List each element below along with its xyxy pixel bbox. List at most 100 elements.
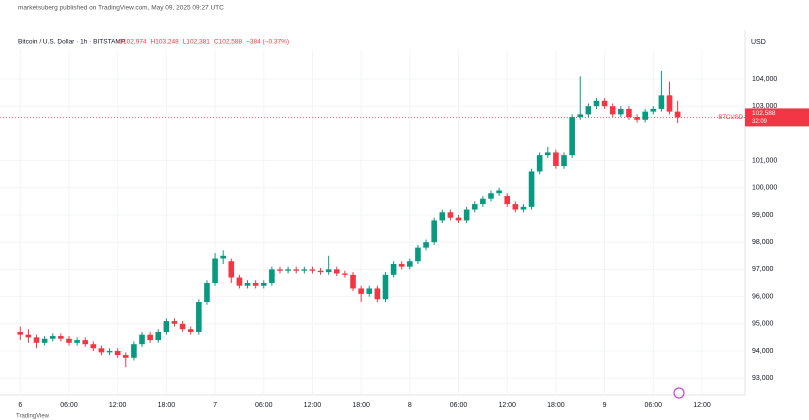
candle-body — [309, 269, 316, 271]
candle-body — [139, 334, 145, 345]
candle-body — [666, 95, 673, 112]
candle-body — [374, 288, 381, 300]
candle-body — [187, 329, 194, 332]
candle-body — [82, 340, 89, 345]
candle-body — [358, 288, 364, 294]
candle-body — [626, 108, 632, 118]
candle-body — [601, 100, 608, 107]
candle-body — [390, 263, 397, 275]
candle-body — [618, 108, 624, 115]
x-tick-label: 06:00 — [60, 402, 78, 409]
candle-body — [634, 117, 640, 120]
candle-body — [577, 114, 584, 118]
y-tick-label: 93,000 — [752, 375, 774, 382]
candle-body — [155, 331, 162, 341]
x-tick-label: 6 — [18, 402, 22, 409]
candle-body — [163, 321, 170, 332]
currency-label: USD — [751, 39, 766, 46]
brand-logo: TradingView — [16, 414, 50, 420]
candle-body — [277, 269, 283, 271]
symbol-title: Bitcoin / U.S. Dollar · 1h · BITSTAMP — [18, 39, 125, 46]
candle-body — [236, 277, 243, 286]
candle-body — [285, 269, 291, 271]
candle-body — [561, 155, 567, 167]
y-tick-label: 96,000 — [752, 293, 774, 300]
candle-body — [423, 242, 429, 248]
candle-body — [658, 95, 665, 109]
ohlc-readout: O102,974 H103,248 L102,381 C102,588 −384 (−0… — [118, 39, 289, 46]
candle-body — [415, 247, 421, 262]
candle-body — [480, 198, 486, 205]
candle-body — [544, 152, 551, 156]
x-tick-label: 12:00 — [304, 402, 322, 409]
x-tick-label: 06:00 — [255, 402, 273, 409]
y-tick-label: 103,000 — [752, 103, 777, 110]
candle-body — [114, 350, 121, 356]
ohlc-value: O102,974 — [118, 39, 147, 46]
symbol-tag: BTCUSD — [718, 115, 743, 121]
candle-body — [569, 117, 575, 156]
candle-body — [553, 152, 559, 167]
candle-body — [244, 282, 251, 286]
candle-body — [642, 111, 648, 120]
y-tick-label: 101,000 — [752, 157, 777, 164]
candle-body — [49, 336, 56, 339]
candle-body — [171, 321, 178, 324]
candle-body — [431, 220, 437, 243]
price-tag — [745, 108, 809, 127]
candle-body — [106, 350, 113, 353]
candle-body — [455, 217, 462, 221]
candle-body — [66, 338, 72, 343]
candle-body — [439, 212, 446, 221]
candle-body — [269, 269, 275, 283]
candle-body — [293, 269, 300, 271]
x-tick-label: 06:00 — [450, 402, 468, 409]
candle-body — [317, 270, 324, 273]
candle-body — [220, 255, 226, 259]
candle-body — [520, 206, 527, 210]
y-tick-label: 97,000 — [752, 266, 774, 273]
candle-body — [366, 288, 373, 294]
candle-body — [504, 195, 511, 205]
candle-body — [252, 282, 259, 286]
candle-body — [301, 269, 308, 271]
candle-body — [350, 274, 356, 289]
candle-body — [325, 269, 332, 273]
candle-body — [17, 331, 24, 335]
ohlc-value: H103,248 — [151, 39, 180, 46]
y-tick-label: 98,000 — [752, 239, 774, 246]
candle-body — [196, 302, 202, 332]
x-tick-label: 7 — [213, 402, 217, 409]
candle-body — [382, 274, 389, 300]
candle-body — [204, 282, 210, 303]
candle-body — [147, 334, 153, 341]
candle-body — [58, 336, 64, 339]
x-tick-label: 12:00 — [693, 402, 711, 409]
candle-body — [228, 261, 235, 278]
candle-body — [528, 171, 535, 207]
candle-body — [536, 155, 543, 172]
replay-icon[interactable] — [673, 387, 685, 399]
candle-body — [179, 323, 186, 330]
candle-body — [447, 212, 454, 218]
x-tick-label: 18:00 — [158, 402, 176, 409]
candle-body — [407, 261, 413, 267]
candle-body — [25, 334, 32, 338]
ohlc-value: L102,381 — [183, 39, 210, 46]
x-tick-label: 12:00 — [109, 402, 127, 409]
candle-body — [609, 106, 616, 115]
candle-body — [650, 108, 657, 112]
candle-body — [74, 340, 80, 343]
candle-body — [512, 204, 519, 210]
x-tick-label: 12:00 — [498, 402, 516, 409]
candle-body — [342, 273, 348, 275]
candle-body — [33, 337, 40, 343]
candle-body — [333, 269, 340, 274]
candle-body — [212, 258, 218, 283]
candle-body — [41, 338, 48, 343]
candle-body — [90, 344, 97, 349]
candle-body — [98, 348, 105, 353]
candle-body — [398, 263, 405, 267]
ohlc-value: C102,588 — [214, 39, 243, 46]
x-tick-label: 18:00 — [352, 402, 370, 409]
